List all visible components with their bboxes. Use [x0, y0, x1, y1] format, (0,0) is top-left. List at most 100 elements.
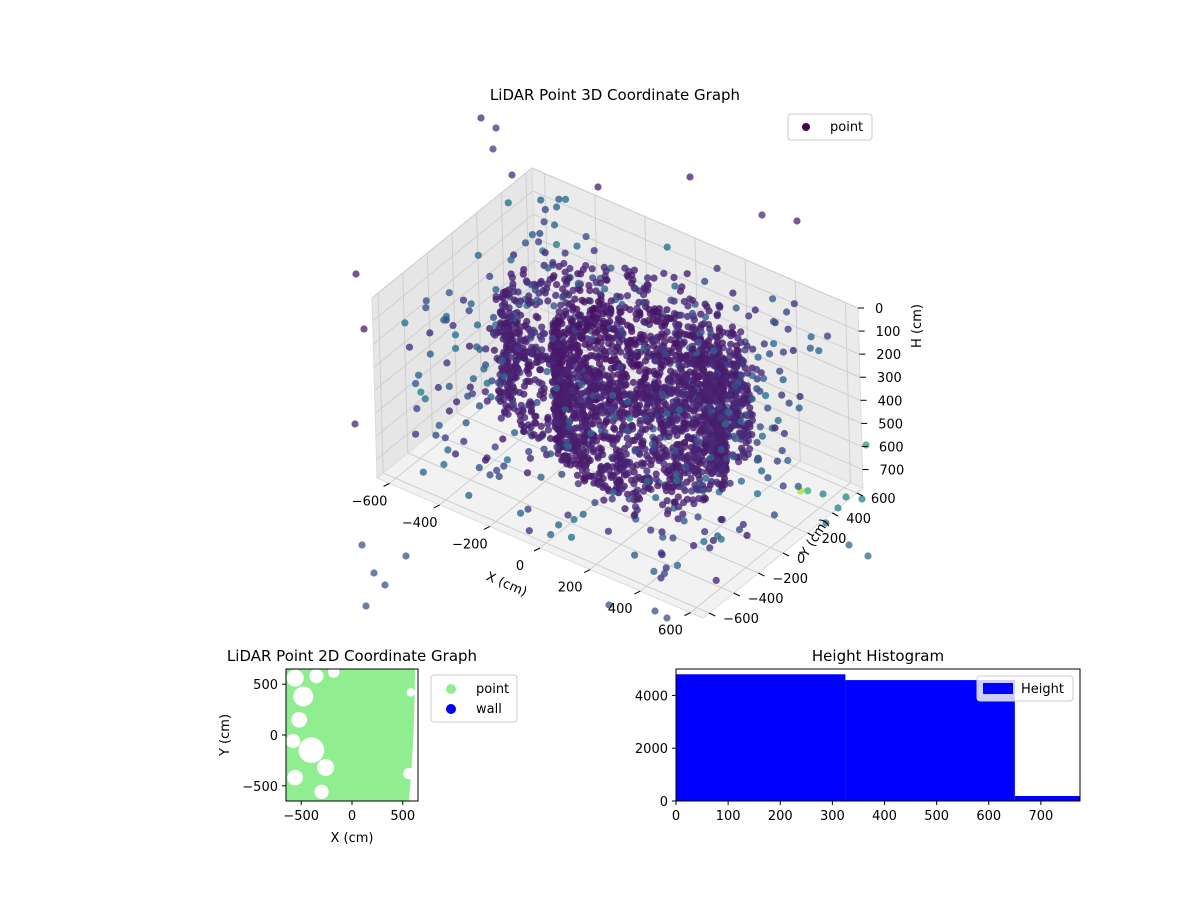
point-marker: [746, 445, 754, 453]
x-tick-label: 200: [558, 581, 583, 596]
point-marker: [557, 301, 565, 309]
point-marker: [514, 344, 522, 353]
point-marker: [537, 352, 545, 360]
y-tick-label: 0: [797, 552, 805, 567]
point-marker: [726, 370, 735, 378]
grid-line-y: [407, 452, 734, 594]
point-marker: [732, 342, 741, 350]
point-marker: [723, 361, 731, 369]
point-marker: [735, 453, 743, 461]
point-marker: [663, 410, 671, 418]
point-marker: [536, 229, 544, 238]
point-marker: [793, 217, 801, 225]
point-marker: [667, 296, 675, 304]
point-marker: [697, 328, 705, 336]
point-marker: [475, 464, 483, 472]
point-marker: [360, 325, 368, 333]
point-marker: [705, 403, 714, 411]
point-marker: [688, 359, 697, 367]
point-marker: [502, 343, 510, 351]
point-marker: [758, 211, 766, 219]
point-marker: [512, 373, 520, 382]
point-marker: [502, 325, 510, 333]
point-marker: [643, 467, 651, 475]
point-marker: [708, 386, 716, 394]
point-marker: [641, 285, 649, 293]
point-marker: [628, 271, 636, 279]
point-marker: [673, 476, 681, 484]
point-marker: [434, 383, 442, 392]
point-marker: [574, 438, 582, 446]
x-tick-mark: [583, 569, 591, 573]
point-marker: [769, 295, 777, 303]
point-marker: [588, 335, 596, 343]
point-marker: [556, 359, 564, 367]
point-marker: [744, 419, 752, 427]
point-marker: [715, 402, 723, 410]
point-marker: [531, 418, 539, 427]
point-marker: [796, 392, 804, 401]
point-marker: [669, 398, 677, 406]
point-marker: [539, 394, 548, 402]
point-marker: [671, 282, 679, 290]
point-marker: [744, 369, 752, 377]
point-marker: [528, 281, 536, 289]
point-marker: [417, 388, 425, 396]
point-marker: [717, 446, 725, 454]
point-marker: [460, 437, 468, 445]
grid-line-z: [372, 213, 534, 345]
point-marker: [778, 391, 786, 399]
point-marker: [605, 466, 613, 474]
point-marker: [760, 374, 768, 383]
point-marker: [582, 262, 590, 270]
point-marker: [645, 455, 653, 463]
point-marker: [740, 449, 748, 457]
point-marker: [707, 412, 715, 420]
point-marker: [523, 469, 532, 477]
point-marker: [504, 338, 512, 346]
point-marker: [588, 265, 596, 273]
point-marker: [574, 348, 582, 356]
point-marker: [351, 420, 359, 428]
point-marker: [680, 499, 688, 507]
point-marker: [701, 277, 709, 285]
point-marker: [578, 296, 586, 304]
point-marker: [677, 311, 685, 319]
grid-line-y: [377, 292, 384, 474]
point-marker: [823, 332, 832, 340]
point-marker: [544, 297, 552, 305]
x-tick-label: 600: [658, 624, 683, 639]
point-marker: [592, 287, 600, 295]
point-marker: [735, 526, 744, 534]
point-marker: [636, 420, 644, 428]
y-tick-mark: [856, 492, 864, 497]
point-marker: [686, 173, 694, 181]
point-marker: [490, 346, 498, 354]
point-marker: [745, 312, 753, 320]
plot-2d-legend: point wall: [430, 674, 518, 723]
point-marker: [664, 506, 672, 514]
y-tick-mark: [708, 612, 716, 617]
point-marker: [600, 496, 608, 504]
point-marker: [498, 311, 506, 319]
point-marker: [469, 375, 477, 383]
point-marker: [546, 450, 555, 458]
point-marker: [734, 398, 742, 406]
point-marker: [589, 392, 597, 400]
point-marker: [483, 379, 491, 387]
point-marker: [646, 422, 654, 430]
point-marker: [862, 441, 870, 449]
point-marker: [573, 242, 581, 250]
point-marker: [644, 386, 653, 394]
point-marker: [700, 538, 708, 546]
point-marker: [613, 456, 621, 465]
point-marker: [555, 521, 563, 529]
point-marker: [520, 322, 528, 330]
point-marker: [412, 380, 420, 388]
point-marker: [555, 195, 563, 203]
point-marker: [658, 356, 666, 364]
point-marker: [753, 438, 761, 447]
point-marker: [712, 576, 720, 585]
legend-height-label: Height: [1021, 682, 1064, 697]
point-marker: [749, 345, 757, 353]
